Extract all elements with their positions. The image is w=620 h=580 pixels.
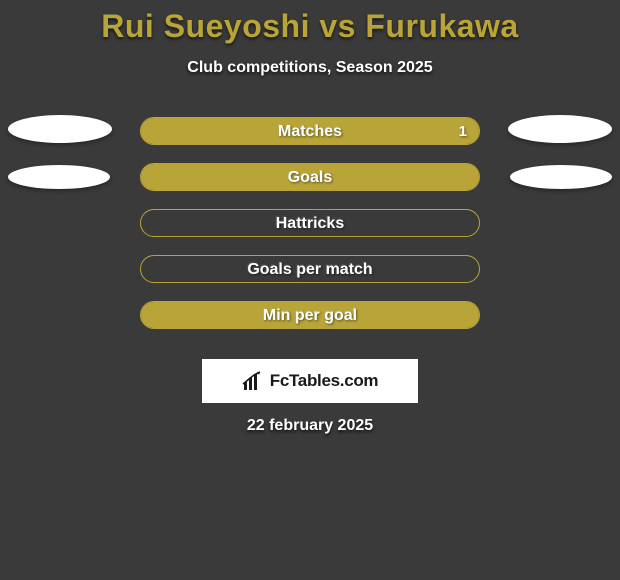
stat-label: Goals per match xyxy=(141,256,479,284)
stat-row-goals: Goals xyxy=(0,163,620,209)
stat-bar: Goals xyxy=(140,163,480,191)
stat-bar: Goals per match xyxy=(140,255,480,283)
left-player-ellipse xyxy=(8,115,112,143)
stat-row-hattricks: Hattricks xyxy=(0,209,620,255)
date-label: 22 february 2025 xyxy=(0,417,620,435)
page-subtitle: Club competitions, Season 2025 xyxy=(0,59,620,77)
stat-row-goals-per-match: Goals per match xyxy=(0,255,620,301)
stat-bar: Hattricks xyxy=(140,209,480,237)
fctables-logo[interactable]: FcTables.com xyxy=(202,359,418,403)
stat-label: Hattricks xyxy=(141,210,479,238)
right-player-ellipse xyxy=(508,115,612,143)
stat-value: 1 xyxy=(459,118,467,146)
left-player-ellipse xyxy=(8,165,110,189)
stat-bar-fill xyxy=(141,164,479,190)
stat-bar: Matches1 xyxy=(140,117,480,145)
page-title: Rui Sueyoshi vs Furukawa xyxy=(0,0,620,45)
stat-bar-fill xyxy=(141,302,479,328)
stat-bar: Min per goal xyxy=(140,301,480,329)
stats-container: Matches1 Goals Hattricks Goals per match Min… xyxy=(0,117,620,347)
bar-chart-icon xyxy=(242,370,264,392)
right-player-ellipse xyxy=(510,165,612,189)
logo-text: FcTables.com xyxy=(270,371,379,391)
stat-row-matches: Matches1 xyxy=(0,117,620,163)
stat-bar-fill xyxy=(141,118,479,144)
stat-row-min-per-goal: Min per goal xyxy=(0,301,620,347)
